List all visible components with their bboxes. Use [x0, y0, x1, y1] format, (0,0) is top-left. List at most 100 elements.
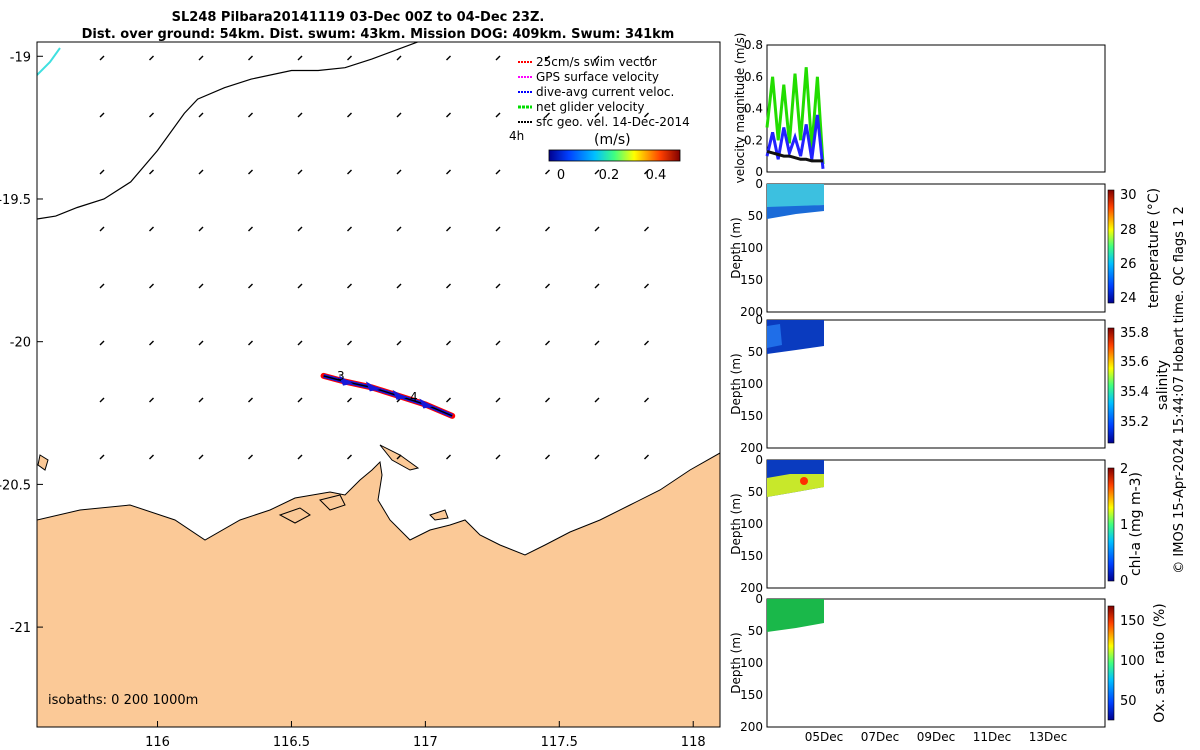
vector-mark: [297, 55, 303, 61]
colorbar-tick: 100: [1120, 654, 1145, 669]
date-axis: 05Dec 07Dec 09Dec 11Dec 13Dec: [805, 730, 1068, 744]
depth-tick: 150: [740, 688, 763, 702]
chla-peak: [800, 477, 808, 485]
vector-mark: [347, 169, 352, 175]
vector-mark: [297, 283, 303, 289]
colorbar-unit-label: (m/s): [594, 132, 631, 148]
colorbar-tick: 35.6: [1120, 355, 1149, 370]
vector-mark: [198, 397, 204, 403]
temperature-upper-layer: [767, 184, 824, 208]
vector-mark: [545, 169, 550, 175]
velocity-ytick: 0.8: [744, 38, 763, 52]
vector-mark: [198, 226, 204, 232]
colorbar-tick: 35.4: [1120, 385, 1149, 400]
vector-mark: [446, 169, 451, 175]
vector-mark: [99, 169, 105, 175]
velocity-yticks: 0 0.2 0.4 0.6 0.8: [744, 38, 763, 179]
velocity-series-line: [766, 149, 823, 163]
vector-mark: [99, 112, 105, 118]
vector-mark: [446, 454, 451, 460]
velocity-ylabel: velocity magnitude (m/s): [733, 33, 747, 184]
depth-tick: 200: [740, 720, 763, 734]
temperature-colorbar: [1107, 189, 1115, 304]
colorbar-tick: 35.8: [1120, 326, 1149, 341]
vector-mark: [446, 283, 451, 289]
depth-tick: 100: [740, 517, 763, 531]
vector-mark: [545, 55, 550, 61]
speed-colorbar: [548, 149, 681, 162]
date-tick-label: 13Dec: [1029, 730, 1068, 744]
vector-mark: [297, 169, 303, 175]
y-tick-label: -21: [10, 621, 31, 636]
vector-mark: [446, 397, 451, 403]
legend-label: GPS surface velocity: [536, 70, 659, 84]
vector-mark: [198, 454, 204, 460]
vector-mark: [149, 55, 154, 61]
depth-axes: 0 50 100 150 200 Depth (m) 0 50 100 150 200 Depth (…: [729, 177, 763, 734]
current-arrowhead: [365, 381, 380, 392]
colorbar-tick: 26: [1120, 257, 1137, 272]
date-tick-label: 11Dec: [973, 730, 1012, 744]
vector-mark: [297, 112, 303, 118]
island: [278, 507, 311, 524]
vector-mark: [446, 340, 451, 346]
vector-mark: [248, 454, 253, 460]
vector-mark: [594, 283, 600, 289]
credit-label: © IMOS 15-Apr-2024 15:44:07 Hobart time.…: [1172, 206, 1187, 573]
vector-mark: [99, 226, 105, 232]
salinity-panel: 35.8 35.6 35.4 35.2 salinity: [766, 319, 1171, 449]
vector-mark: [396, 226, 402, 232]
vector-mark: [495, 397, 501, 403]
vector-mark: [594, 55, 600, 61]
vector-mark: [396, 169, 402, 175]
vector-mark: [545, 397, 550, 403]
map-frame: [36, 41, 721, 728]
vector-mark: [149, 340, 154, 346]
vector-mark: [297, 340, 303, 346]
y-tick-label: -19: [10, 50, 31, 65]
date-tick-label: 09Dec: [917, 730, 956, 744]
depth-tick: 100: [740, 656, 763, 670]
chla-panel: 2 1 0 chl-a (mg m-3): [766, 459, 1144, 589]
colorbar-tick: 150: [1120, 614, 1145, 629]
colorbar-tick: 0: [557, 168, 565, 183]
vector-mark: [545, 226, 550, 232]
depth-tick: 150: [740, 273, 763, 287]
temperature-cbar-label: temperature (°C): [1146, 188, 1162, 308]
island: [319, 494, 346, 511]
vector-mark: [198, 283, 204, 289]
cyan-contour: [37, 47, 61, 76]
colorbar-tick: 1: [1120, 518, 1128, 533]
colorbar-tick: 0.4: [646, 168, 667, 183]
colorbar-tick: 28: [1120, 223, 1137, 238]
velocity-series: [765, 67, 825, 169]
legend-label: net glider velocity: [536, 100, 644, 114]
vector-mark: [396, 454, 402, 460]
depth-tick: 0: [755, 177, 763, 191]
vector-mark: [495, 283, 501, 289]
vector-mark: [248, 397, 253, 403]
oxygen-field: [767, 599, 824, 632]
velocity-ytick: 0: [755, 165, 763, 179]
surface-vector-field: [99, 55, 649, 460]
legend-label: sfc geo. vel. 14-Dec-2014: [536, 115, 690, 129]
y-tick-label: -20.5: [0, 478, 31, 493]
track-marker-label: 4: [410, 390, 418, 404]
map-panel: 3 4 116 116.5 117 117.5 118 -19 -19.5 -20 -20.5 -…: [0, 41, 721, 750]
vector-mark: [644, 226, 649, 232]
vector-mark: [198, 169, 204, 175]
isobaths-label: isobaths: 0 200 1000m: [48, 693, 198, 708]
vector-mark: [198, 112, 204, 118]
depth-tick: 100: [740, 377, 763, 391]
vector-mark: [347, 226, 352, 232]
vector-mark: [198, 340, 204, 346]
coastline-land: [37, 452, 720, 727]
glider-track: [320, 372, 456, 419]
vector-mark: [446, 55, 451, 61]
vector-mark: [248, 340, 253, 346]
current-arrowhead: [392, 389, 407, 400]
x-tick-label: 116.5: [273, 735, 310, 750]
vector-mark: [495, 169, 501, 175]
vector-mark: [347, 340, 352, 346]
colorbar-tick: 35.2: [1120, 415, 1149, 430]
